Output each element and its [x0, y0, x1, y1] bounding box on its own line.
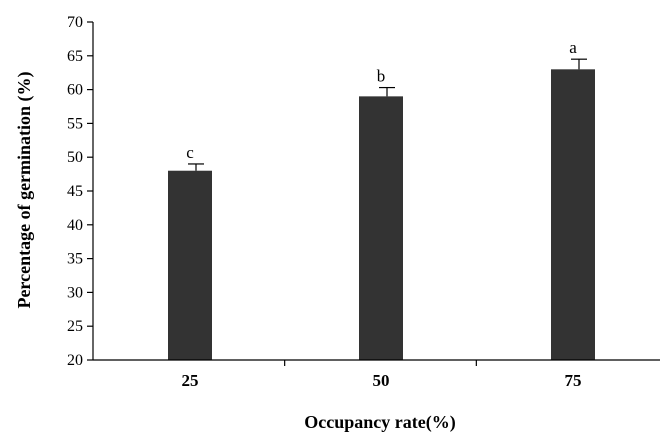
- bar-25: [168, 170, 212, 360]
- y-tick-label: 20: [67, 352, 83, 369]
- x-axis-title: Occupancy rate(%): [304, 412, 455, 433]
- y-tick-label: 55: [67, 115, 83, 132]
- y-tick-label: 40: [67, 217, 83, 234]
- y-tick-label: 45: [67, 183, 83, 200]
- y-tick-label: 60: [67, 82, 83, 99]
- x-tick-label-25: 25: [182, 371, 199, 390]
- significance-letter-50: b: [377, 67, 386, 86]
- x-axis-ticks: 25 50 75: [182, 360, 582, 390]
- y-tick-label: 35: [67, 251, 83, 268]
- significance-letter-25: c: [186, 143, 194, 162]
- bar-50: [359, 96, 403, 361]
- y-tick-label: 70: [67, 14, 83, 31]
- y-tick-label: 25: [67, 318, 83, 335]
- y-tick-label: 30: [67, 284, 83, 301]
- significance-letter-75: a: [569, 38, 577, 57]
- y-tick-label: 65: [67, 48, 83, 65]
- bar-75: [551, 69, 595, 360]
- axes: [92, 22, 660, 361]
- bars: c b a: [168, 38, 595, 361]
- x-tick-label-50: 50: [373, 371, 390, 390]
- x-tick-label-75: 75: [565, 371, 582, 390]
- y-axis-title: Percentage of germination (%): [14, 71, 35, 308]
- y-axis-ticks: 20 25 30 35 40 45 50 55 60 65 70: [67, 14, 93, 369]
- y-tick-label: 50: [67, 149, 83, 166]
